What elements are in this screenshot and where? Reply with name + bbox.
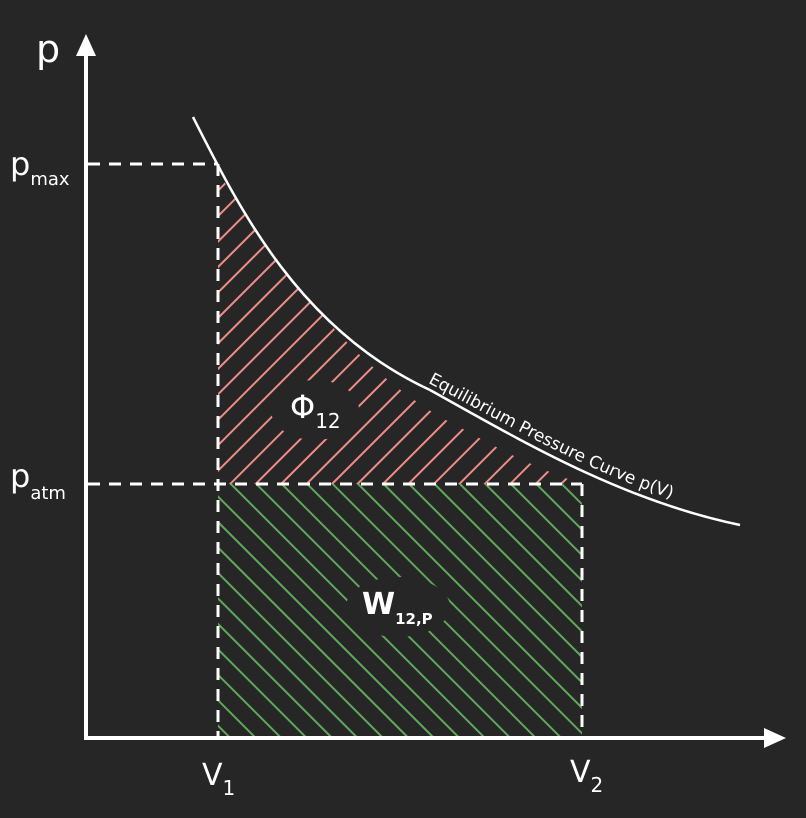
patm-label: patm [10,457,66,504]
equilibrium-curve [191,116,741,527]
y-axis-arrow-icon [76,34,96,56]
phi-label: Φ12 [290,388,341,433]
pmax-label: pmax [10,145,70,190]
v1-label: V1 [202,758,235,800]
work-label: W12,P [362,587,433,628]
phi-label-badge [271,380,359,440]
work-label-badge [346,577,450,637]
y-axis-label: p [36,27,60,71]
x-axis-arrow-icon [764,728,786,748]
v2-label: V2 [570,755,603,797]
